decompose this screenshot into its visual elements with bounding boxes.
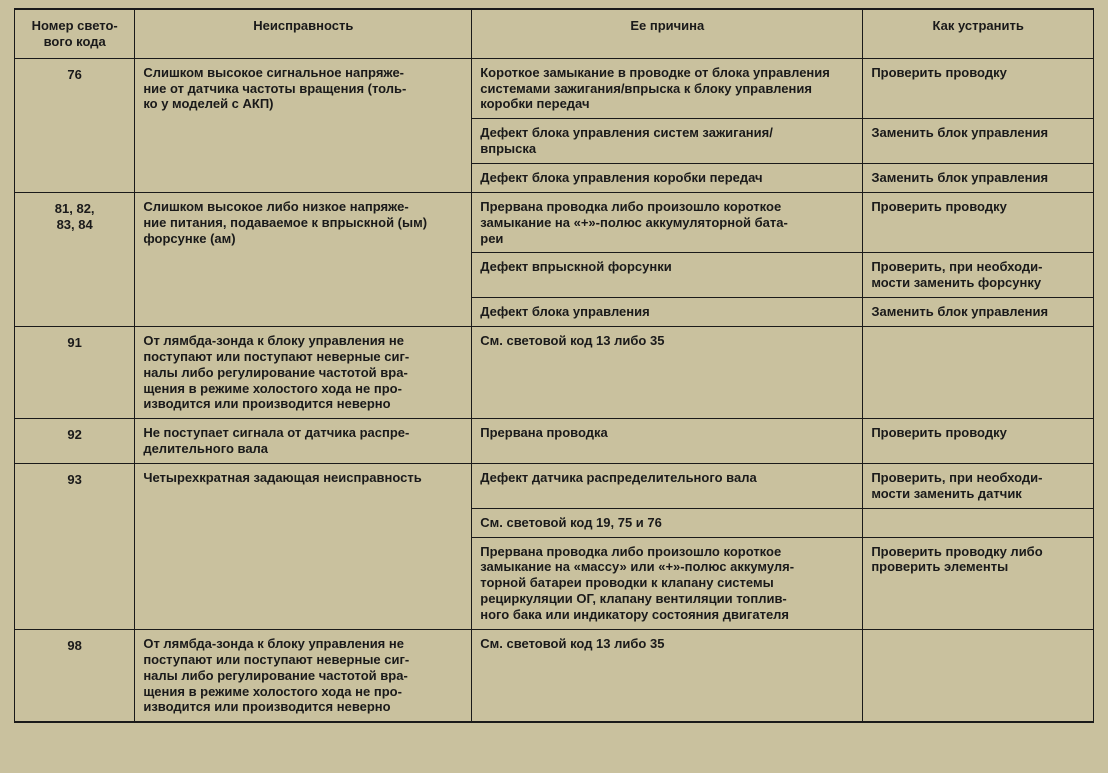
cell-code: 98 [15, 629, 135, 722]
table-row: 91От лямбда-зонда к блоку управления не … [15, 327, 1094, 419]
table-row: 98От лямбда-зонда к блоку управления не … [15, 629, 1094, 722]
cell-fault: Слишком высокое либо низкое напряже-ние … [135, 192, 472, 326]
cell-cause: Прервана проводка либо произошло коротко… [472, 537, 863, 629]
header-cause: Ее причина [472, 9, 863, 58]
cell-fault: Не поступает сигнала от датчика распре-д… [135, 419, 472, 464]
cell-cause: Прервана проводка либо произошло коротко… [472, 192, 863, 253]
cell-fix: Заменить блок управления [863, 164, 1094, 193]
table-row: 93Четырехкратная задающая неисправностьД… [15, 464, 1094, 509]
cell-fix [863, 629, 1094, 722]
cell-fault: От лямбда-зонда к блоку управления не по… [135, 327, 472, 419]
cell-fix [863, 508, 1094, 537]
cell-fix: Проверить проводку [863, 419, 1094, 464]
cell-cause: Дефект датчика распределительного вала [472, 464, 863, 509]
cell-code: 81, 82,83, 84 [15, 192, 135, 326]
cell-cause: Дефект впрыскной форсунки [472, 253, 863, 298]
cell-code: 76 [15, 58, 135, 192]
cell-fix: Проверить, при необходи-мости заменить ф… [863, 253, 1094, 298]
cell-fix: Заменить блок управления [863, 119, 1094, 164]
table-header-row: Номер свето-вого кода Неисправность Ее п… [15, 9, 1094, 58]
table-row: 92Не поступает сигнала от датчика распре… [15, 419, 1094, 464]
cell-fix: Проверить, при необходи-мости заменить д… [863, 464, 1094, 509]
header-code: Номер свето-вого кода [15, 9, 135, 58]
cell-fix: Заменить блок управления [863, 298, 1094, 327]
cell-cause: Дефект блока управления коробки передач [472, 164, 863, 193]
cell-cause: Дефект блока управления систем зажигания… [472, 119, 863, 164]
table-body: 76Слишком высокое сигнальное напряже-ние… [15, 58, 1094, 722]
table-row: 81, 82,83, 84Слишком высокое либо низкое… [15, 192, 1094, 253]
cell-cause: Прервана проводка [472, 419, 863, 464]
cell-code: 92 [15, 419, 135, 464]
header-fault: Неисправность [135, 9, 472, 58]
table-row: 76Слишком высокое сигнальное напряже-ние… [15, 58, 1094, 119]
header-fix: Как устранить [863, 9, 1094, 58]
cell-cause: Дефект блока управления [472, 298, 863, 327]
cell-cause: См. световой код 13 либо 35 [472, 327, 863, 419]
cell-fault: Четырехкратная задающая неисправность [135, 464, 472, 630]
page: Номер свето-вого кода Неисправность Ее п… [0, 0, 1108, 733]
cell-fix: Проверить проводку [863, 58, 1094, 119]
cell-cause: См. световой код 13 либо 35 [472, 629, 863, 722]
fault-codes-table: Номер свето-вого кода Неисправность Ее п… [14, 8, 1094, 723]
cell-fault: От лямбда-зонда к блоку управления не по… [135, 629, 472, 722]
cell-code: 91 [15, 327, 135, 419]
cell-fix: Проверить проводку [863, 192, 1094, 253]
cell-fix [863, 327, 1094, 419]
cell-code: 93 [15, 464, 135, 630]
cell-cause: См. световой код 19, 75 и 76 [472, 508, 863, 537]
cell-fault: Слишком высокое сигнальное напряже-ние о… [135, 58, 472, 192]
cell-fix: Проверить проводку либо проверить элемен… [863, 537, 1094, 629]
cell-cause: Короткое замыкание в проводке от блока у… [472, 58, 863, 119]
